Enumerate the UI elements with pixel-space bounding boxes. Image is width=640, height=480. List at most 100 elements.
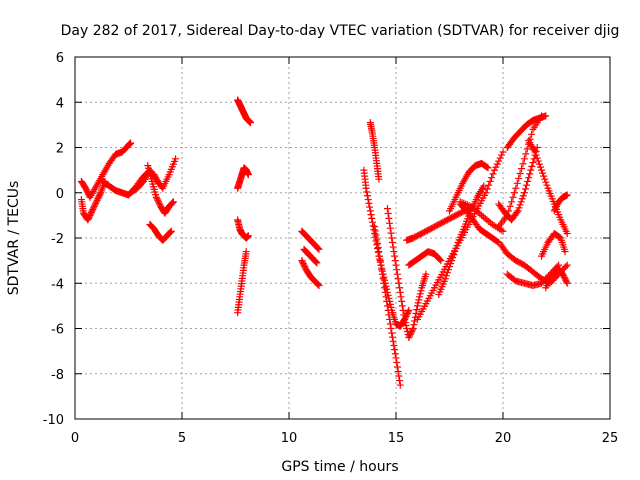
data-point bbox=[375, 248, 383, 256]
data-point bbox=[301, 263, 309, 271]
data-point bbox=[540, 172, 548, 180]
data-point bbox=[92, 198, 100, 206]
data-point bbox=[389, 337, 397, 345]
series-14 bbox=[360, 166, 413, 330]
x-tick-label: 0 bbox=[71, 431, 79, 446]
data-point bbox=[244, 171, 252, 179]
data-point bbox=[561, 248, 569, 256]
data-point bbox=[531, 148, 539, 156]
data-point bbox=[390, 341, 398, 349]
data-point bbox=[314, 280, 322, 288]
series-26 bbox=[503, 112, 550, 151]
data-point bbox=[363, 192, 371, 200]
data-point bbox=[384, 209, 392, 217]
data-point bbox=[539, 169, 547, 177]
axis-ticks: 0 5 10 15 20 25 -10 -8 -6 -4 -2 0 2 4 6 bbox=[43, 51, 619, 446]
data-point bbox=[365, 199, 373, 207]
data-point bbox=[444, 266, 452, 274]
data-point bbox=[300, 261, 308, 269]
data-point bbox=[167, 228, 175, 236]
data-point bbox=[483, 185, 491, 193]
y-tick-label: -6 bbox=[51, 323, 64, 338]
data-point bbox=[525, 174, 533, 182]
data-point bbox=[85, 214, 93, 222]
data-point bbox=[92, 199, 100, 207]
series-18 bbox=[403, 202, 477, 244]
grid-lines bbox=[75, 57, 610, 419]
data-point bbox=[492, 163, 500, 171]
series-19 bbox=[405, 248, 445, 269]
data-point bbox=[385, 214, 393, 222]
data-point bbox=[388, 329, 396, 337]
series-17 bbox=[383, 205, 430, 342]
data-point bbox=[441, 275, 449, 283]
data-point bbox=[298, 257, 306, 265]
series-32 bbox=[550, 191, 571, 215]
series-13 bbox=[300, 245, 321, 267]
y-tick-label: 6 bbox=[56, 51, 64, 66]
data-point bbox=[563, 261, 571, 269]
data-point bbox=[484, 164, 492, 172]
data-point bbox=[400, 311, 408, 319]
data-point bbox=[406, 332, 414, 340]
data-point bbox=[396, 284, 404, 292]
data-point bbox=[415, 296, 423, 304]
data-point bbox=[448, 257, 456, 265]
data-point bbox=[517, 198, 525, 206]
data-point bbox=[385, 311, 393, 319]
data-point bbox=[523, 145, 531, 153]
data-point bbox=[505, 207, 513, 215]
data-point bbox=[371, 227, 379, 235]
data-point bbox=[391, 350, 399, 358]
data-point bbox=[383, 297, 391, 305]
data-point bbox=[382, 293, 390, 301]
data-point bbox=[551, 205, 559, 213]
data-point bbox=[313, 259, 321, 267]
data-point bbox=[397, 293, 405, 301]
data-point bbox=[513, 208, 521, 216]
data-points bbox=[77, 96, 571, 389]
chart-title: Day 282 of 2017, Sidereal Day-to-day VTE… bbox=[61, 23, 620, 39]
data-point bbox=[172, 155, 180, 163]
data-point bbox=[561, 275, 569, 283]
data-point bbox=[315, 282, 323, 290]
data-point bbox=[393, 363, 401, 371]
data-point bbox=[167, 227, 175, 235]
data-point bbox=[96, 190, 104, 198]
data-point bbox=[314, 281, 322, 289]
data-point bbox=[362, 184, 370, 192]
data-point bbox=[90, 204, 98, 212]
data-point bbox=[516, 170, 524, 178]
data-point bbox=[541, 175, 549, 183]
data-point bbox=[530, 155, 538, 163]
data-point bbox=[95, 192, 103, 200]
data-point bbox=[562, 276, 570, 284]
data-point bbox=[381, 284, 389, 292]
data-point bbox=[536, 163, 544, 171]
data-point bbox=[244, 232, 252, 240]
data-point bbox=[380, 279, 388, 287]
data-point bbox=[315, 245, 323, 253]
data-point bbox=[152, 193, 160, 201]
data-point bbox=[482, 189, 490, 197]
data-point bbox=[499, 227, 507, 235]
series-28 bbox=[503, 261, 563, 290]
data-point bbox=[562, 278, 570, 286]
y-tick-label: -4 bbox=[51, 277, 64, 292]
data-point bbox=[563, 229, 571, 237]
data-point bbox=[404, 308, 412, 316]
data-point bbox=[542, 178, 550, 186]
data-point bbox=[386, 219, 394, 227]
data-point bbox=[386, 315, 394, 323]
data-point bbox=[391, 252, 399, 260]
data-point bbox=[542, 112, 550, 120]
data-point bbox=[401, 318, 409, 326]
y-tick-label: -10 bbox=[43, 413, 64, 428]
data-point bbox=[447, 260, 455, 268]
data-point bbox=[393, 358, 401, 366]
data-point bbox=[520, 155, 528, 163]
data-point bbox=[299, 260, 307, 268]
data-point bbox=[377, 261, 385, 269]
data-point bbox=[526, 170, 534, 178]
